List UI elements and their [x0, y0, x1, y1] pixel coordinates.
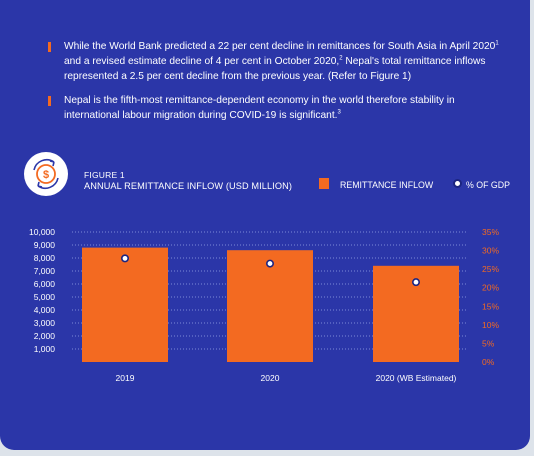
y-left-tick-label: 2,000: [34, 331, 56, 341]
legend-bar-swatch: [319, 178, 329, 189]
content-panel: While the World Bank predicted a 22 per …: [0, 0, 530, 450]
gdp-point: [121, 254, 130, 263]
currency-cycle-icon: $: [24, 152, 68, 196]
y-right-tick-label: 25%: [482, 264, 499, 274]
legend-dot-label: % OF GDP: [466, 180, 510, 190]
x-tick-label: 2019: [116, 373, 135, 383]
y-right-tick-label: 30%: [482, 246, 499, 256]
y-left-tick-label: 10,000: [29, 227, 55, 237]
y-right-tick-label: 35%: [482, 227, 499, 237]
y-right-tick-label: 10%: [482, 320, 499, 330]
y-left-tick-label: 8,000: [34, 253, 56, 263]
y-left-tick-label: 1,000: [34, 344, 56, 354]
y-right-tick-label: 5%: [482, 338, 495, 348]
x-tick-label: 2020: [261, 373, 280, 383]
legend-dot-marker: [453, 179, 462, 188]
y-left-tick-label: 3,000: [34, 318, 56, 328]
y-left-tick-label: 5,000: [34, 292, 56, 302]
x-tick-label: 2020 (WB Estimated): [376, 373, 457, 383]
bar: [227, 250, 313, 362]
figure-label: FIGURE 1: [84, 170, 125, 180]
intro-paragraph-1: While the World Bank predicted a 22 per …: [64, 40, 499, 82]
y-right-tick-label: 0%: [482, 357, 495, 367]
chart-title: ANNUAL REMITTANCE INFLOW (USD MILLION): [84, 181, 292, 191]
y-right-tick-label: 20%: [482, 283, 499, 293]
y-left-tick-label: 4,000: [34, 305, 56, 315]
remittance-chart: 1,000 2,000 3,000 4,000 5,000 6,000 7,000 8,000…: [29, 227, 499, 383]
bar: [82, 247, 168, 362]
bullet-marker-2: [48, 96, 51, 106]
intro-paragraph-2: Nepal is the fifth-most remittance-depen…: [64, 95, 455, 121]
y-right-tick-label: 15%: [482, 301, 499, 311]
y-left-tick-label: 7,000: [34, 266, 56, 276]
svg-text:$: $: [43, 169, 49, 181]
bullet-marker-1: [48, 42, 51, 52]
y-left-tick-label: 9,000: [34, 240, 56, 250]
gdp-point: [411, 278, 420, 287]
gdp-point: [265, 259, 274, 268]
y-left-tick-label: 6,000: [34, 279, 56, 289]
legend-bar-label: REMITTANCE INFLOW: [340, 180, 434, 190]
